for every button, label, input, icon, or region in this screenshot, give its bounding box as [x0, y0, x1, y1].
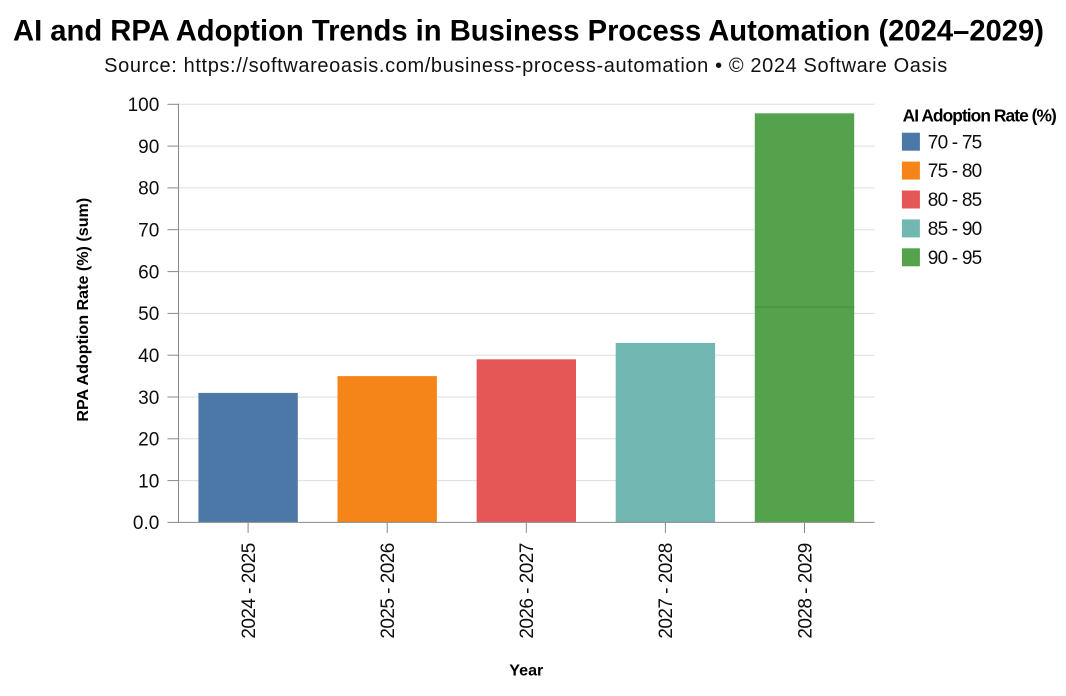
svg-text:60: 60 [138, 262, 159, 283]
svg-text:AI and RPA Adoption Trends in: AI and RPA Adoption Trends in Business P… [13, 16, 1044, 48]
svg-text:80 - 85: 80 - 85 [928, 190, 982, 211]
svg-text:75 - 80: 75 - 80 [928, 161, 982, 182]
svg-text:20: 20 [138, 430, 159, 451]
svg-text:10: 10 [138, 471, 159, 492]
svg-text:70 - 75: 70 - 75 [928, 132, 982, 153]
svg-text:2026 - 2027: 2026 - 2027 [517, 543, 538, 638]
svg-text:85 - 90: 85 - 90 [928, 219, 982, 240]
svg-text:50: 50 [138, 304, 159, 325]
svg-text:30: 30 [138, 388, 159, 409]
svg-text:90: 90 [138, 137, 159, 158]
svg-text:90 - 95: 90 - 95 [928, 248, 982, 269]
svg-text:40: 40 [138, 346, 159, 367]
svg-text:70: 70 [138, 221, 159, 242]
svg-text:2024 - 2025: 2024 - 2025 [239, 543, 260, 638]
svg-text:Source: https://softwareoasis.: Source: https://softwareoasis.com/busine… [104, 55, 948, 77]
svg-text:2025 - 2026: 2025 - 2026 [378, 543, 399, 638]
svg-text:Year: Year [509, 662, 544, 680]
svg-text:0.0: 0.0 [133, 513, 159, 534]
svg-text:2028 - 2029: 2028 - 2029 [795, 543, 816, 638]
svg-text:80: 80 [138, 179, 159, 200]
svg-text:RPA Adoption Rate (%) (sum): RPA Adoption Rate (%) (sum) [74, 198, 92, 422]
svg-text:AI Adoption Rate (%): AI Adoption Rate (%) [903, 106, 1056, 126]
svg-text:100: 100 [128, 95, 160, 116]
svg-text:2027 - 2028: 2027 - 2028 [656, 543, 677, 638]
